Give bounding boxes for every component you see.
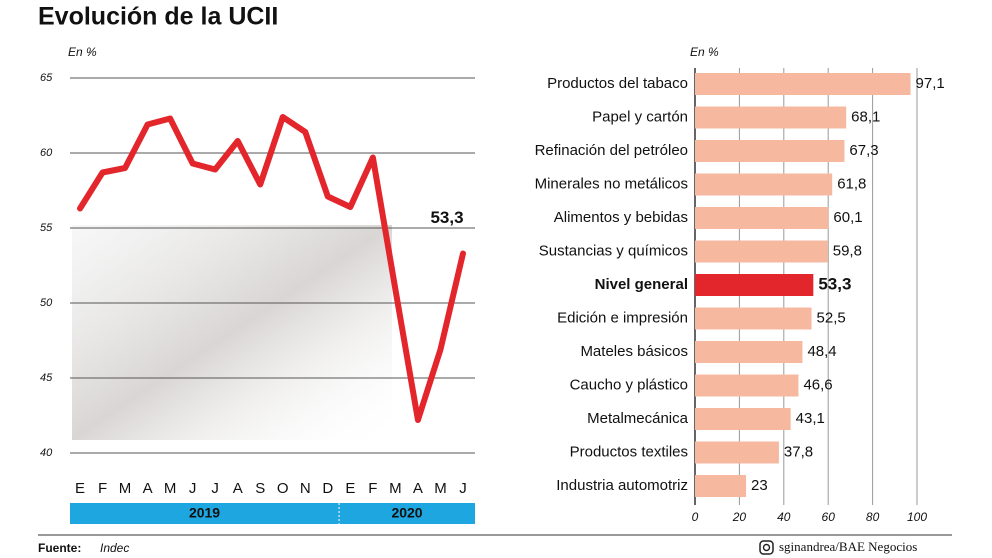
y-tick-label: 55	[40, 222, 53, 234]
value-label: 46,6	[803, 376, 832, 393]
value-label: 61,8	[837, 175, 866, 192]
instagram-icon-lens	[762, 543, 771, 552]
x-tick-label: A	[233, 480, 243, 497]
value-label: 53,3	[430, 208, 463, 227]
y-tick-label: 40	[40, 447, 53, 459]
x-tick-label: E	[75, 480, 85, 497]
x-tick-label: 20	[732, 510, 747, 524]
data-line	[77, 114, 466, 423]
bar	[695, 106, 847, 129]
value-label: 68,1	[851, 108, 880, 125]
value-label: 67,3	[849, 142, 878, 159]
category-label: Alimentos y bebidas	[554, 209, 688, 226]
x-tick-label: 100	[907, 510, 927, 524]
bar	[695, 274, 814, 296]
value-label: 53,3	[818, 274, 851, 293]
bar	[695, 140, 845, 162]
bar	[695, 374, 799, 397]
x-tick-label: M	[164, 480, 177, 497]
x-tick-label: 0	[692, 510, 699, 524]
category-label: Minerales no metálicos	[535, 175, 688, 192]
category-label: Sustancias y químicos	[539, 242, 688, 259]
x-tick-label: J	[211, 480, 219, 497]
y-tick-label: 65	[40, 72, 53, 84]
source: Indec	[100, 541, 129, 555]
bar	[695, 307, 812, 330]
value-label: 59,8	[833, 242, 862, 259]
bar	[695, 173, 833, 196]
x-tick-label: F	[368, 480, 377, 497]
x-tick-label: J	[459, 480, 467, 497]
value-label: 48,4	[807, 343, 836, 360]
category-label: Refinación del petróleo	[535, 142, 688, 159]
x-tick-label: 80	[866, 510, 880, 524]
value-label: 52,5	[817, 309, 846, 326]
x-tick-label: D	[322, 480, 333, 497]
category-label: Mateles básicos	[580, 343, 688, 360]
bar	[695, 408, 791, 430]
y-axis-label: En %	[68, 45, 97, 59]
y-tick-label: 45	[40, 372, 53, 384]
bar	[695, 240, 828, 263]
bar	[695, 207, 829, 229]
x-tick-label: S	[255, 480, 265, 497]
bar	[695, 475, 747, 497]
x-tick-label: 40	[777, 510, 791, 524]
credit: sginandrea/BAE Negocios	[779, 539, 917, 554]
x-tick-label: A	[143, 480, 153, 497]
value-label: 37,8	[784, 443, 813, 460]
year-label: 2020	[391, 505, 422, 521]
y-tick-label: 60	[40, 147, 53, 159]
year-label: 2019	[189, 505, 220, 521]
value-label: 60,1	[833, 209, 862, 226]
x-tick-label: N	[300, 480, 311, 497]
x-tick-label: O	[277, 480, 289, 497]
bar	[695, 73, 911, 95]
x-tick-label: M	[389, 480, 402, 497]
y-tick-label: 50	[40, 297, 53, 309]
x-tick-label: 60	[822, 510, 836, 524]
x-axis-label: En %	[690, 45, 719, 59]
page-title: Evolución de la UCII	[38, 3, 278, 31]
source-label: Fuente:	[38, 541, 81, 555]
category-label: Industria automotriz	[556, 477, 688, 494]
x-tick-label: J	[189, 480, 197, 497]
category-label: Nivel general	[595, 276, 688, 293]
category-label: Metalmecánica	[587, 410, 689, 427]
value-label: 43,1	[796, 410, 825, 427]
category-label: Papel y cartón	[592, 108, 688, 125]
category-label: Edición e impresión	[557, 309, 688, 326]
x-tick-label: F	[98, 480, 107, 497]
category-label: Caucho y plástico	[570, 376, 688, 393]
value-label: 97,1	[916, 75, 945, 92]
x-tick-label: E	[345, 480, 355, 497]
bar	[695, 341, 803, 363]
x-tick-label: M	[119, 480, 132, 497]
bar	[695, 441, 779, 464]
year-band	[70, 503, 475, 524]
x-tick-label: A	[413, 480, 423, 497]
category-label: Productos textiles	[570, 443, 688, 460]
instagram-icon	[759, 540, 774, 555]
background-photo	[72, 225, 392, 440]
value-label: 23	[751, 477, 768, 494]
x-tick-label: M	[434, 480, 447, 497]
category-label: Productos del tabaco	[547, 75, 688, 92]
